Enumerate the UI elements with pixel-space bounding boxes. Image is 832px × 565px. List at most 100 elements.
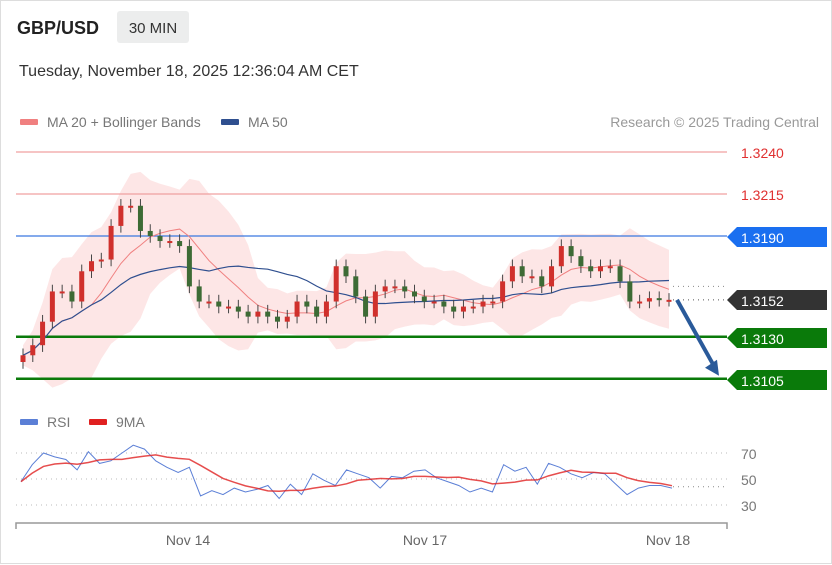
price-chart [16, 151, 727, 388]
candle-body [294, 301, 300, 317]
candle [333, 259, 339, 309]
x-tick-nov14: Nov 14 [166, 532, 211, 548]
candle [607, 259, 613, 273]
ma20-swatch [20, 119, 38, 125]
candle [588, 259, 594, 278]
pivot-label: 1.3190 [741, 230, 784, 246]
candle-body [235, 306, 241, 312]
candle [627, 274, 633, 309]
timeframe-label: 30 MIN [129, 20, 177, 37]
candle [69, 284, 75, 309]
candle [323, 294, 329, 324]
candle-body [177, 241, 183, 247]
x-tick-nov17: Nov 17 [403, 532, 448, 548]
candle [314, 299, 320, 324]
candle [363, 289, 369, 324]
candle [147, 224, 153, 243]
rsi-ma-legend: 9MA [116, 414, 145, 430]
ma20-legend: MA 20 + Bollinger Bands [47, 114, 201, 130]
candle [451, 299, 457, 319]
candle-body [382, 286, 388, 292]
support-1-tag [727, 328, 827, 348]
candle [167, 234, 173, 248]
candle-body [49, 291, 55, 322]
candle [500, 274, 506, 309]
pivot-tag [727, 227, 827, 247]
candle-body [216, 301, 222, 307]
candle-body [265, 311, 271, 317]
candle-body [274, 316, 280, 322]
candle-body [500, 281, 506, 302]
candle [568, 239, 574, 263]
candle-body [627, 281, 633, 302]
rsi-line [20, 444, 673, 500]
candle-body [460, 306, 466, 312]
candle [255, 304, 261, 324]
rsi-ma-line [20, 454, 673, 493]
candle-body [480, 301, 486, 307]
candle [666, 293, 672, 307]
candle [59, 284, 65, 299]
candle-body [539, 276, 545, 287]
candle [460, 299, 466, 319]
candle-body [353, 276, 359, 297]
current-price-tag [727, 290, 827, 310]
candle-body [304, 301, 310, 307]
candle [597, 259, 603, 278]
candle [431, 294, 437, 309]
timeframe-badge[interactable] [117, 11, 189, 43]
candle-body [372, 291, 378, 317]
candle [137, 199, 143, 238]
candle-body [646, 298, 652, 302]
candle [372, 284, 378, 324]
candle [519, 259, 525, 284]
candle-body [226, 306, 232, 309]
candle-body [40, 321, 46, 346]
candle [353, 269, 359, 304]
ma50-swatch [221, 119, 239, 125]
candle-body [441, 301, 447, 307]
candle [637, 294, 643, 309]
candle-body [637, 301, 643, 304]
candle [89, 254, 95, 278]
candle [206, 294, 212, 309]
candle-body [255, 311, 261, 317]
candle-body [363, 296, 369, 317]
resistance-1-label: 1.3215 [741, 187, 784, 203]
candle [441, 294, 447, 314]
candle-body [617, 266, 623, 282]
candle [177, 234, 183, 253]
candle [265, 304, 271, 324]
candle [490, 294, 496, 309]
candle [128, 199, 134, 213]
candle-body [568, 246, 574, 257]
candle-body [509, 266, 515, 282]
candle [549, 259, 555, 294]
candle [274, 309, 280, 329]
candle-body [147, 230, 153, 236]
candle [392, 279, 398, 294]
candle [98, 252, 104, 268]
candle [617, 259, 623, 289]
ma50-line [22, 265, 670, 356]
candle [226, 299, 232, 314]
candle [186, 239, 192, 294]
support-2-label: 1.3105 [741, 373, 784, 389]
candle [402, 279, 408, 299]
candle [79, 264, 85, 309]
candle [216, 294, 222, 314]
candle-body [392, 286, 398, 289]
candle [529, 269, 535, 284]
candle-body [69, 291, 75, 302]
candle-body [529, 276, 535, 279]
candle [382, 279, 388, 299]
candle [118, 199, 124, 233]
candle-body [656, 298, 662, 301]
datetime-label: Tuesday, November 18, 2025 12:36:04 AM C… [19, 63, 359, 80]
forecast-arrow [675, 298, 717, 369]
candle [509, 259, 515, 289]
candle-body [196, 286, 202, 302]
support-1-label: 1.3130 [741, 331, 784, 347]
support-2-tag [727, 370, 827, 390]
candle [539, 269, 545, 294]
